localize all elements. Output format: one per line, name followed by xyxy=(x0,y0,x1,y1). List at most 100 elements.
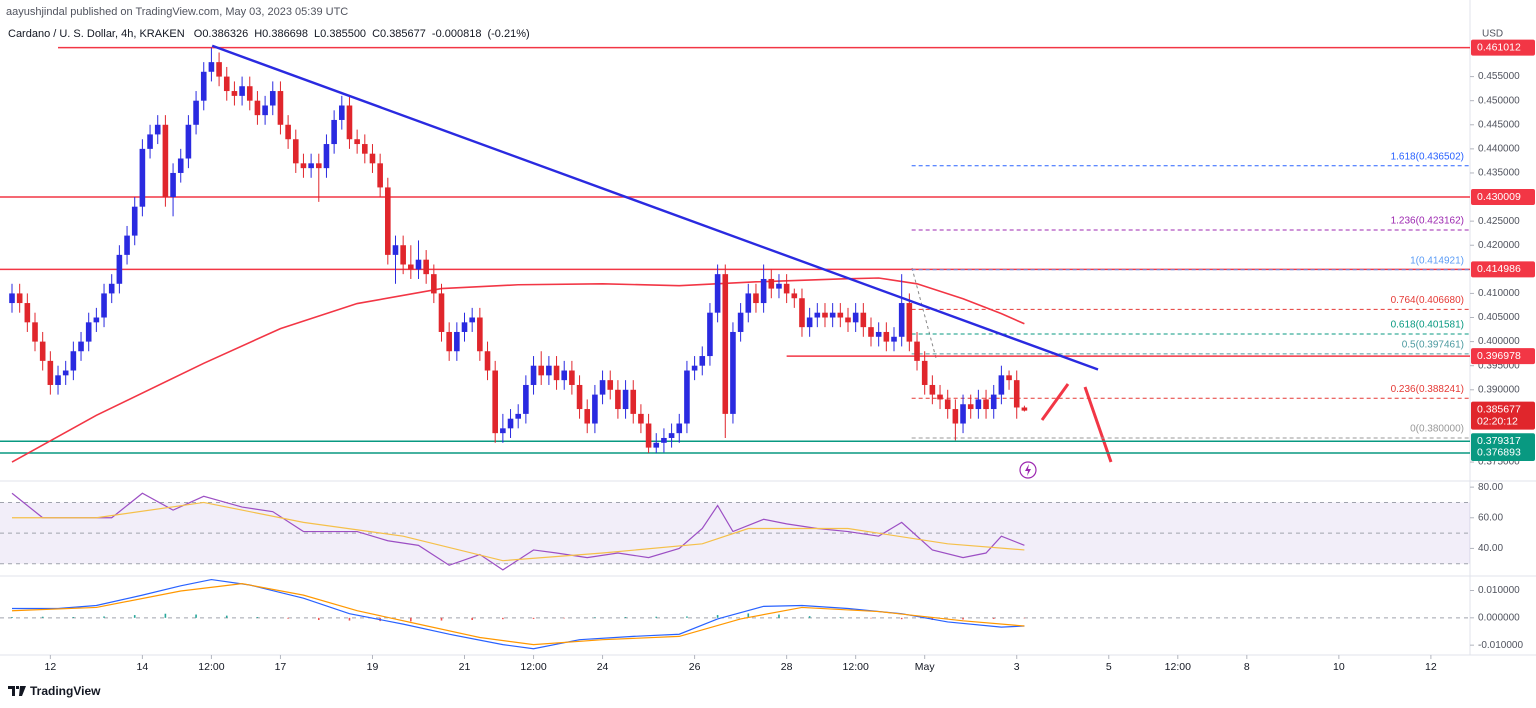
fib-label: 1.236(0.423162) xyxy=(1391,216,1464,227)
histogram-bar xyxy=(992,617,995,619)
candle-body xyxy=(653,442,660,448)
y-tick-label: 0.390000 xyxy=(1478,384,1520,395)
histogram-bar xyxy=(11,617,13,618)
histogram-bar xyxy=(41,616,44,618)
candle-body xyxy=(714,274,721,313)
candle-body xyxy=(116,254,123,284)
plot-layer: 0.375000 0.390000 0.395000 0.400000 0.405000… xyxy=(0,39,1535,673)
candle-body xyxy=(269,91,276,106)
candle-body xyxy=(338,105,345,120)
histogram-bar xyxy=(72,617,75,618)
y-tick-label: 0.435000 xyxy=(1478,168,1520,179)
candle-body xyxy=(944,399,951,410)
quote-value: 0.385677 xyxy=(380,28,426,40)
histogram-bar xyxy=(655,616,658,618)
y-tick-label: -0.010000 xyxy=(1478,640,1523,651)
candle-body xyxy=(246,86,253,101)
histogram-bar xyxy=(716,615,719,618)
candle-body xyxy=(484,351,491,371)
y-tick-label: 0.410000 xyxy=(1478,288,1520,299)
candle-body xyxy=(760,278,767,304)
fib-label: 1.618(0.436502) xyxy=(1391,151,1464,162)
candle-body xyxy=(423,259,429,275)
x-tick-label: May xyxy=(915,661,936,673)
y-tick-label: 0.395000 xyxy=(1478,360,1520,371)
histogram-bar xyxy=(839,617,842,618)
candle-body xyxy=(315,163,322,169)
y-tick-label: 0.405000 xyxy=(1478,312,1520,323)
candle-body xyxy=(707,312,713,357)
candle-body xyxy=(124,235,130,255)
candle-body xyxy=(998,375,1005,395)
candle-body xyxy=(147,134,153,149)
candle-body xyxy=(32,322,38,342)
candle-body xyxy=(891,336,897,342)
candle-body xyxy=(868,327,874,337)
candle-body xyxy=(837,312,844,318)
candle-body xyxy=(592,394,598,424)
projection-arrow xyxy=(1040,383,1070,421)
legend-row: Cardano / U. S. Dollar, 4h, KRAKEN O0.38… xyxy=(8,28,530,40)
y-tick-label: 80.00 xyxy=(1478,482,1503,493)
candle-body xyxy=(1013,380,1020,408)
candle-body xyxy=(469,317,475,323)
histogram-bar xyxy=(133,615,136,618)
candle-body xyxy=(584,409,591,424)
candle-body xyxy=(162,124,169,198)
y-tick-label: 40.00 xyxy=(1478,543,1503,554)
candle-body xyxy=(898,303,905,337)
candle-body xyxy=(262,105,268,116)
candle-body xyxy=(354,139,360,145)
x-tick-label: 21 xyxy=(459,661,471,673)
candle-body xyxy=(492,370,498,434)
x-tick-label: 17 xyxy=(275,661,287,673)
candle-body xyxy=(377,163,383,188)
candle-body xyxy=(477,317,483,352)
candle-body xyxy=(791,293,798,299)
candle-body xyxy=(523,384,529,414)
level-price-label: 0.414986 xyxy=(1477,263,1521,275)
candle-body xyxy=(308,163,314,169)
level-price-label: 0.461012 xyxy=(1477,41,1521,53)
x-tick-label: 3 xyxy=(1014,661,1020,673)
x-tick-label: 10 xyxy=(1333,661,1345,673)
event-icon-bolt xyxy=(1025,464,1031,476)
fib-label: 0.5(0.397461) xyxy=(1402,339,1464,350)
indicator-line xyxy=(12,578,1025,650)
x-tick-label: 12 xyxy=(45,661,57,673)
candle-body xyxy=(39,341,46,361)
x-tick-label: 12:00 xyxy=(843,661,869,673)
fib-label: 1(0.414921) xyxy=(1410,255,1464,266)
candle-body xyxy=(937,394,943,400)
candle-body xyxy=(845,317,851,323)
candle-body xyxy=(239,86,245,96)
candle-body xyxy=(975,399,982,410)
candle-body xyxy=(139,148,146,207)
candle-body xyxy=(216,62,222,77)
quote-value: 0.386698 xyxy=(262,28,309,40)
candle-body xyxy=(362,144,368,154)
candle-body xyxy=(55,375,61,385)
quote-key: C xyxy=(372,28,381,40)
candle-body xyxy=(668,433,675,438)
moving-average xyxy=(11,277,1025,463)
level-price-label: 0.430009 xyxy=(1477,191,1521,203)
candle-body xyxy=(369,153,376,164)
quote-key: O xyxy=(193,28,203,40)
candle-body xyxy=(776,283,782,289)
level-price-label: 0.396978 xyxy=(1477,350,1521,362)
candle-body xyxy=(745,293,752,313)
histogram-bar xyxy=(532,617,535,619)
histogram-bar xyxy=(962,617,964,620)
candle-body xyxy=(553,365,560,381)
candle-body xyxy=(292,139,299,164)
candle-body xyxy=(929,384,936,395)
candle-body xyxy=(952,409,959,424)
histogram-bar xyxy=(440,617,443,621)
candle-body xyxy=(47,360,54,385)
candle-body xyxy=(983,399,989,410)
x-tick-label: 8 xyxy=(1244,661,1250,673)
histogram-bar xyxy=(225,615,228,618)
candle-body xyxy=(131,206,138,236)
